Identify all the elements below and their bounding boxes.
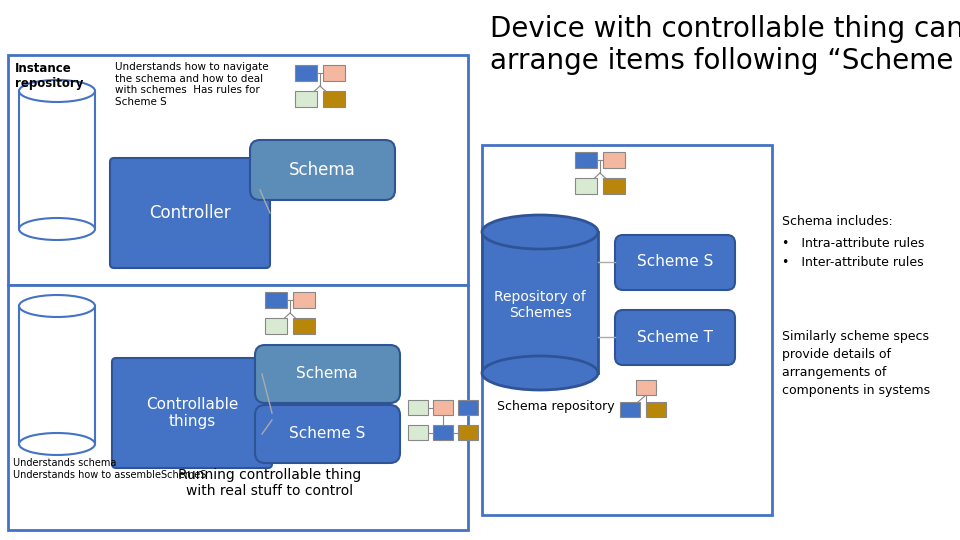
Bar — [265, 292, 287, 308]
Bar — [433, 425, 453, 440]
Bar — [636, 380, 656, 395]
Text: Similarly scheme specs
provide details of
arrangements of
components in systems: Similarly scheme specs provide details o… — [782, 330, 930, 397]
FancyBboxPatch shape — [250, 140, 395, 200]
Bar — [482, 145, 772, 515]
Text: Schema: Schema — [289, 161, 355, 179]
Text: Schema includes:: Schema includes: — [782, 215, 893, 228]
Text: Device with controllable thing can
arrange items following “Scheme S”: Device with controllable thing can arran… — [490, 15, 960, 76]
Bar — [620, 402, 640, 417]
Text: •   Inter-attribute rules: • Inter-attribute rules — [782, 256, 924, 269]
Bar — [8, 55, 468, 285]
Bar — [603, 152, 625, 168]
Bar — [19, 91, 95, 229]
Bar — [8, 285, 468, 530]
Ellipse shape — [482, 356, 598, 390]
Bar — [323, 65, 345, 81]
Bar — [295, 65, 317, 81]
Text: Understands how to navigate
the schema and how to deal
with schemes  Has rules f: Understands how to navigate the schema a… — [115, 62, 269, 107]
Text: Controllable
things: Controllable things — [146, 397, 238, 429]
Text: Scheme S: Scheme S — [636, 254, 713, 269]
Text: Repository of
Schemes: Repository of Schemes — [494, 290, 586, 320]
FancyBboxPatch shape — [615, 310, 735, 365]
Bar — [458, 400, 478, 415]
Text: Understands schema
Understands how to assembleSchemeS: Understands schema Understands how to as… — [13, 458, 206, 480]
Bar — [323, 91, 345, 107]
Bar — [646, 402, 666, 417]
Text: Running controllable thing
with real stuff to control: Running controllable thing with real stu… — [179, 468, 362, 498]
Bar — [408, 425, 428, 440]
Bar — [575, 178, 597, 194]
FancyBboxPatch shape — [110, 158, 270, 268]
Bar — [265, 318, 287, 334]
Bar — [575, 152, 597, 168]
FancyBboxPatch shape — [112, 358, 272, 468]
FancyBboxPatch shape — [255, 405, 400, 463]
Bar — [408, 400, 428, 415]
FancyBboxPatch shape — [255, 345, 400, 403]
Bar — [295, 91, 317, 107]
Text: Controller: Controller — [149, 204, 230, 222]
Ellipse shape — [19, 218, 95, 240]
Bar — [293, 318, 315, 334]
Text: Schema: Schema — [297, 367, 358, 381]
Bar — [293, 292, 315, 308]
Ellipse shape — [19, 80, 95, 102]
Text: Scheme S: Scheme S — [289, 427, 365, 442]
Bar — [603, 178, 625, 194]
Text: Schema repository: Schema repository — [497, 400, 614, 413]
Bar — [458, 425, 478, 440]
Text: •   Intra-attribute rules: • Intra-attribute rules — [782, 237, 924, 250]
Ellipse shape — [19, 295, 95, 317]
FancyBboxPatch shape — [615, 235, 735, 290]
Bar — [433, 400, 453, 415]
Bar — [19, 306, 95, 444]
Text: Instance
repository: Instance repository — [15, 62, 84, 90]
Bar — [482, 232, 598, 373]
Ellipse shape — [19, 433, 95, 455]
Text: Scheme T: Scheme T — [637, 329, 713, 345]
Ellipse shape — [482, 215, 598, 249]
